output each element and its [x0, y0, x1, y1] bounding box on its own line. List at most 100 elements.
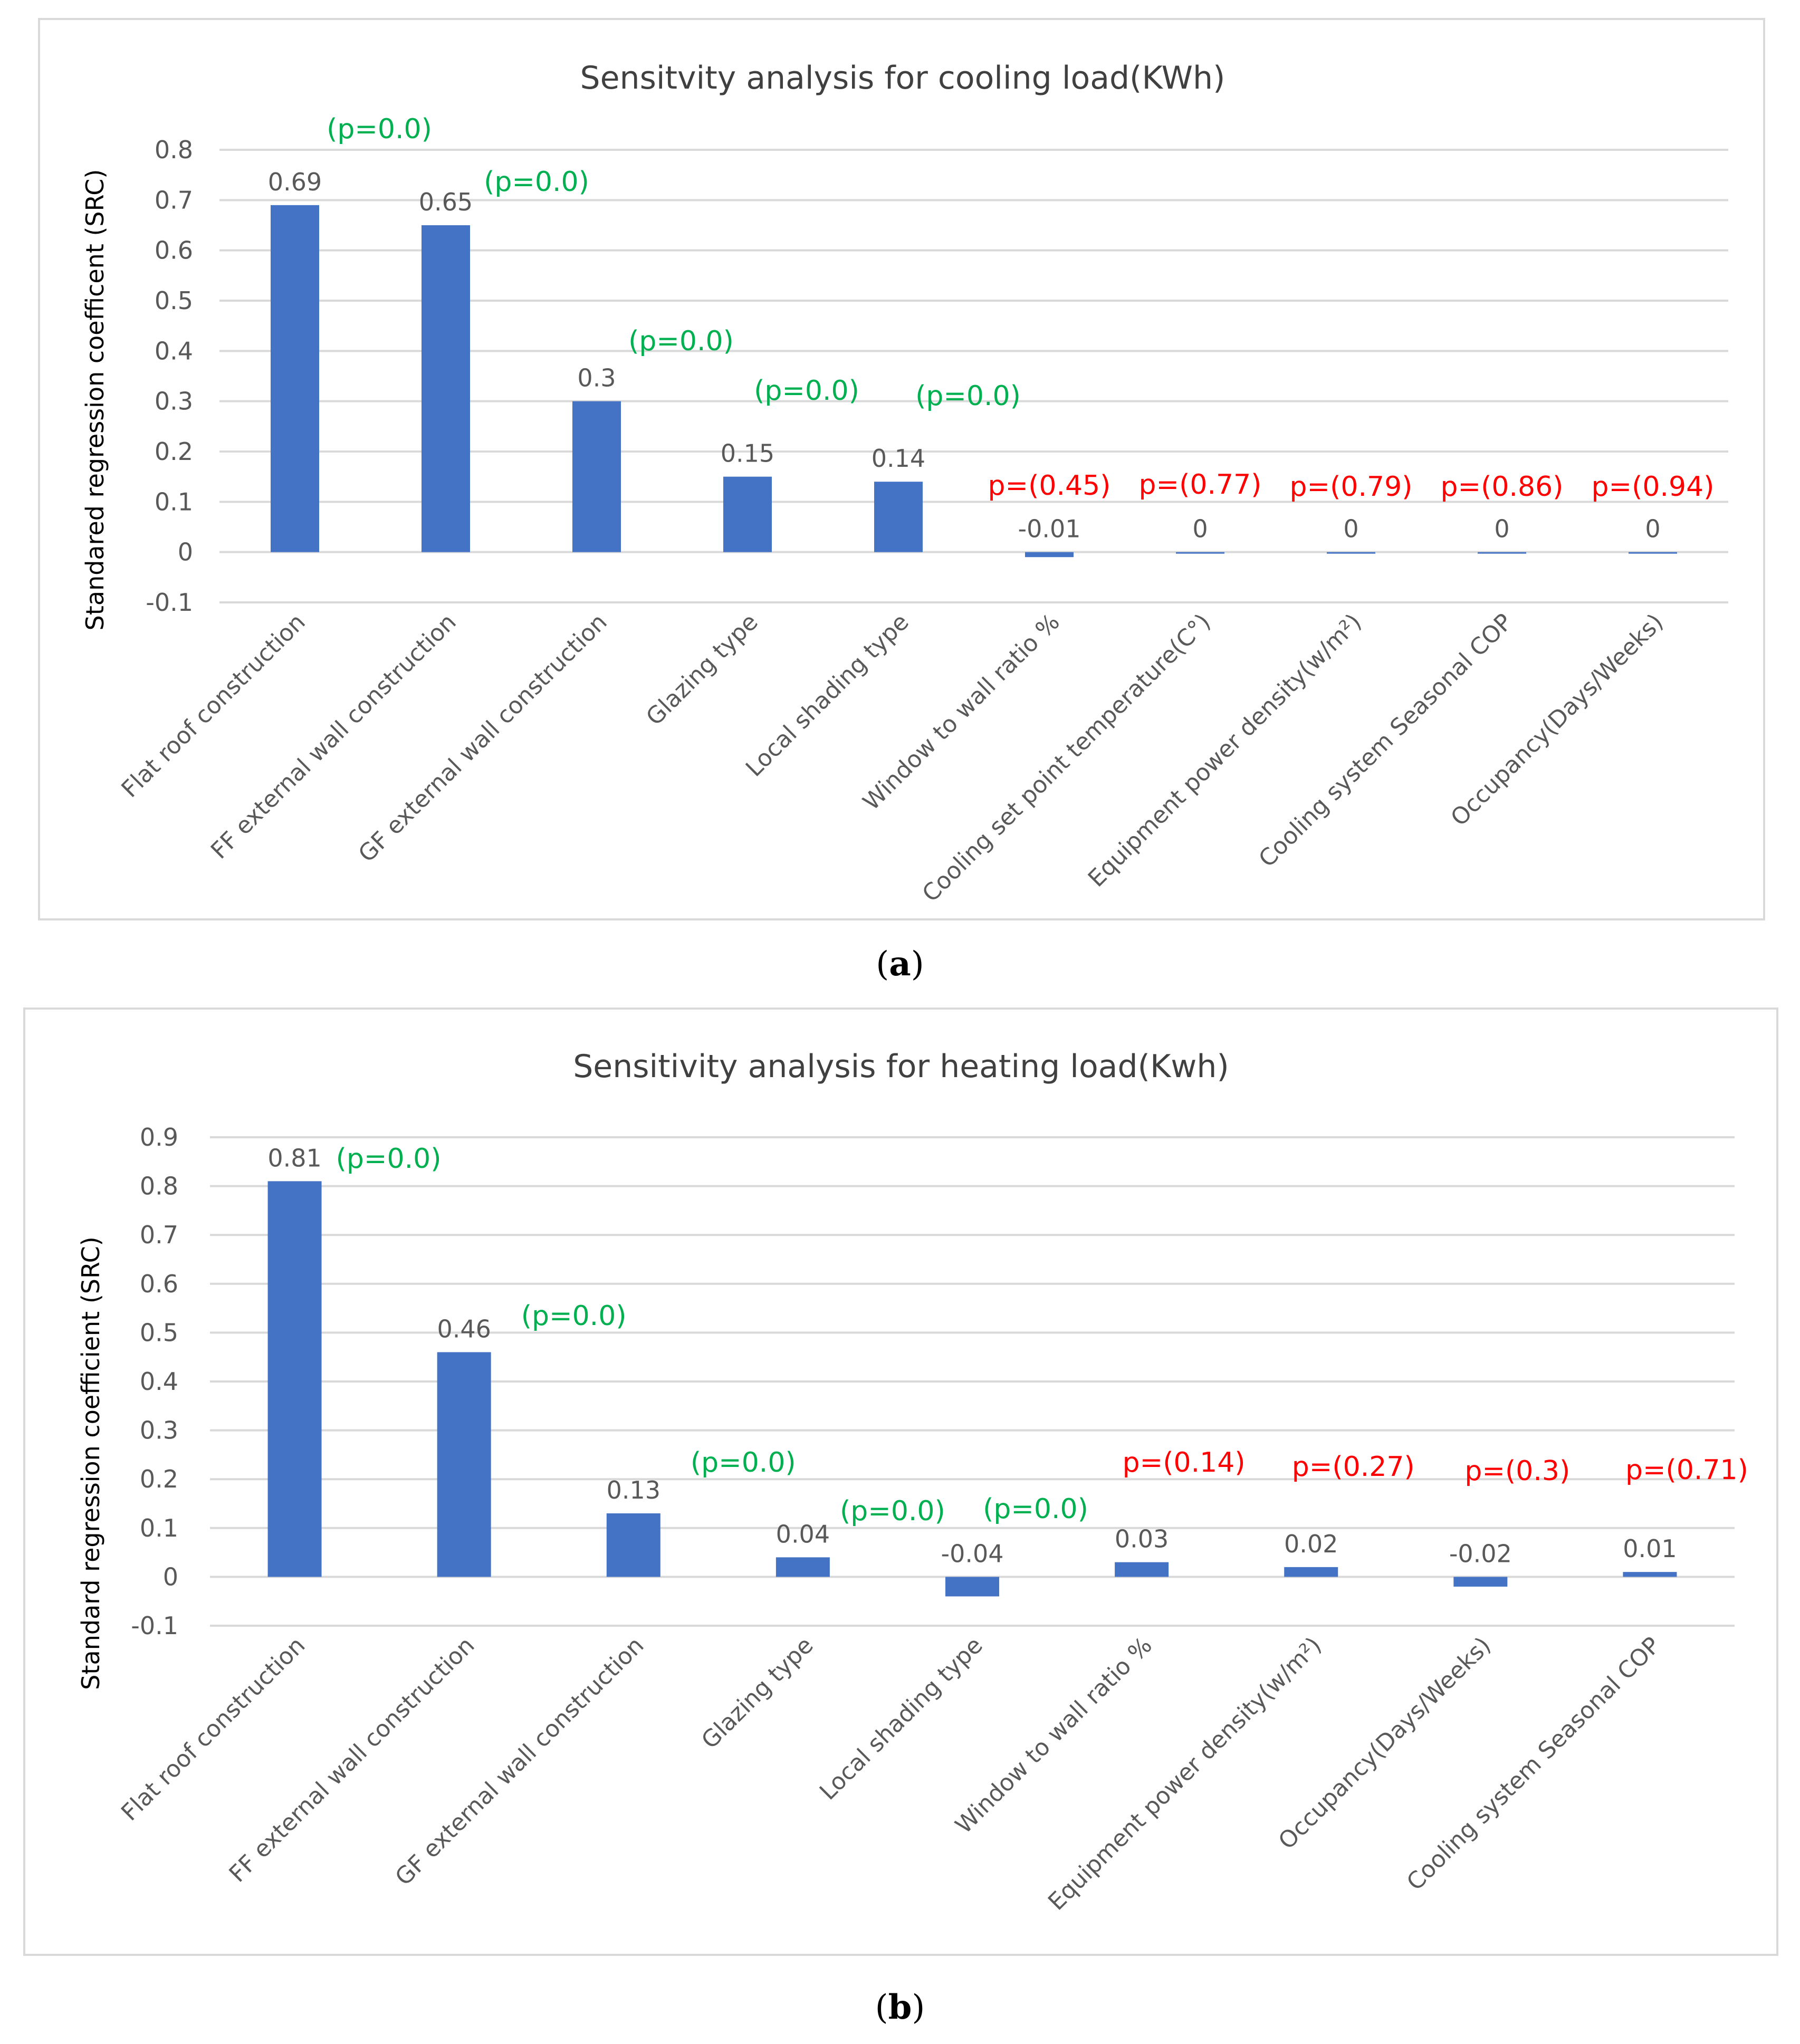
data-label: 0: [1494, 515, 1509, 543]
bar: [572, 401, 621, 552]
data-label: -0.04: [941, 1539, 1003, 1568]
x-category-label: Equipment power density(w/m²): [1043, 1632, 1327, 1916]
y-tick-label: 0.8: [155, 136, 193, 164]
bar: [606, 1513, 660, 1577]
bar: [437, 1352, 491, 1577]
y-tick-label: 0.9: [140, 1123, 178, 1151]
bar: [267, 1181, 322, 1577]
x-category-label: Local shading type: [741, 609, 914, 782]
data-label: 0.15: [721, 439, 774, 468]
y-tick-label: 0: [163, 1562, 178, 1591]
bar: [1176, 552, 1224, 554]
y-tick-label: 0.1: [140, 1514, 178, 1542]
data-label: 0.04: [776, 1520, 830, 1548]
data-label: 0: [1192, 515, 1208, 543]
y-tick-label: 0.7: [155, 186, 193, 214]
bar: [1115, 1562, 1169, 1577]
bar: [1453, 1577, 1508, 1587]
data-label: 0.69: [268, 168, 322, 196]
y-tick-label: 0.1: [155, 487, 193, 516]
x-category-label: Equipment power density(w/m²): [1083, 609, 1367, 893]
bar: [775, 1557, 830, 1577]
p-value-label: p=(0.3): [1464, 1455, 1570, 1487]
y-tick-label: 0: [178, 538, 193, 567]
cooling-load-chart: Sensitvity analysis for cooling load(KWh…: [81, 60, 1728, 907]
data-label: 0.14: [872, 444, 925, 473]
y-tick-label: 0.6: [140, 1270, 178, 1298]
p-value-label: p=(0.79): [1290, 471, 1413, 503]
data-label: 0.3: [577, 364, 616, 392]
data-label: 0.03: [1115, 1525, 1169, 1553]
p-value-label: p=(0.94): [1592, 471, 1715, 503]
p-value-label: (p=0.0): [521, 1300, 627, 1332]
p-value-label: (p=0.0): [484, 166, 589, 198]
heating-load-chart: Sensitivity analysis for heating load(Kw…: [76, 1048, 1748, 1916]
y-tick-label: 0.3: [155, 387, 193, 416]
p-value-label: (p=0.0): [915, 380, 1021, 412]
y-tick-label: 0.8: [140, 1172, 178, 1201]
p-value-label: (p=0.0): [336, 1143, 442, 1175]
p-value-label: p=(0.45): [988, 470, 1111, 502]
x-category-label: Flat roof construction: [116, 1632, 310, 1826]
p-value-label: (p=0.0): [327, 113, 432, 145]
bar: [1623, 1572, 1677, 1577]
y-axis-label: Standared regression coefficent (SRC): [81, 169, 109, 631]
y-tick-label: 0.5: [155, 286, 193, 315]
y-tick-label: 0.4: [140, 1367, 178, 1396]
p-value-label: p=(0.27): [1292, 1451, 1415, 1483]
bar: [1025, 552, 1074, 558]
x-category-label: Glazing type: [641, 609, 763, 731]
y-tick-label: 0.5: [140, 1318, 178, 1347]
y-tick-label: 0.2: [140, 1465, 178, 1493]
bar: [271, 205, 319, 552]
bar: [1284, 1567, 1338, 1577]
data-label: 0: [1645, 515, 1660, 543]
data-label: 0.01: [1623, 1534, 1677, 1563]
chart-panel-a: Sensitvity analysis for cooling load(KWh…: [38, 18, 1765, 920]
y-tick-label: 0.7: [140, 1221, 178, 1249]
bar: [945, 1577, 999, 1597]
caption-a-letter: a: [889, 944, 911, 984]
data-label: 0.46: [437, 1314, 491, 1343]
x-category-label: Cooling system Seasonal COP: [1253, 609, 1517, 872]
caption-b-letter: b: [888, 1988, 912, 2027]
p-value-label: p=(0.86): [1441, 471, 1564, 503]
caption-a: (a): [876, 944, 924, 984]
p-value-label: (p=0.0): [840, 1495, 945, 1527]
p-value-label: (p=0.0): [754, 375, 859, 407]
chart-title: Sensitivity analysis for heating load(Kw…: [573, 1048, 1229, 1085]
y-axis-label: Standard regression coefficient (SRC): [76, 1236, 105, 1690]
bar: [1327, 552, 1375, 554]
bar: [1478, 552, 1526, 554]
data-label: 0.13: [607, 1476, 660, 1504]
p-value-label: (p=0.0): [983, 1493, 1088, 1525]
data-label: -0.02: [1449, 1539, 1512, 1568]
y-tick-label: 0.3: [140, 1416, 178, 1445]
p-value-label: (p=0.0): [628, 325, 734, 357]
y-tick-label: 0.6: [155, 236, 193, 265]
data-label: 0.02: [1284, 1530, 1338, 1558]
caption-b: (b): [875, 1988, 925, 2027]
x-category-label: Glazing type: [696, 1632, 819, 1754]
x-category-label: Cooling set point temperature(C°): [917, 609, 1215, 907]
x-category-label: FF external wall construction: [206, 609, 462, 865]
p-value-label: (p=0.0): [691, 1447, 796, 1479]
bar: [874, 482, 923, 552]
chart-title: Sensitvity analysis for cooling load(KWh…: [580, 60, 1225, 97]
p-value-label: p=(0.71): [1625, 1454, 1748, 1486]
y-tick-label: 0.4: [155, 337, 193, 365]
y-tick-label: -0.1: [146, 588, 193, 617]
bar: [422, 225, 470, 552]
y-tick-label: 0.2: [155, 437, 193, 466]
bar: [1629, 552, 1677, 554]
x-category-label: GF external wall construction: [353, 609, 612, 868]
chart-panel-b: Sensitivity analysis for heating load(Kw…: [23, 1007, 1778, 1956]
data-label: 0.65: [419, 188, 473, 216]
p-value-label: p=(0.14): [1123, 1447, 1246, 1479]
x-category-label: Local shading type: [815, 1632, 988, 1806]
data-label: 0: [1343, 515, 1358, 543]
p-value-label: p=(0.77): [1139, 469, 1262, 501]
bar: [723, 476, 772, 552]
data-label: 0.81: [267, 1144, 321, 1172]
x-category-label: Window to wall ratio %: [950, 1632, 1157, 1839]
